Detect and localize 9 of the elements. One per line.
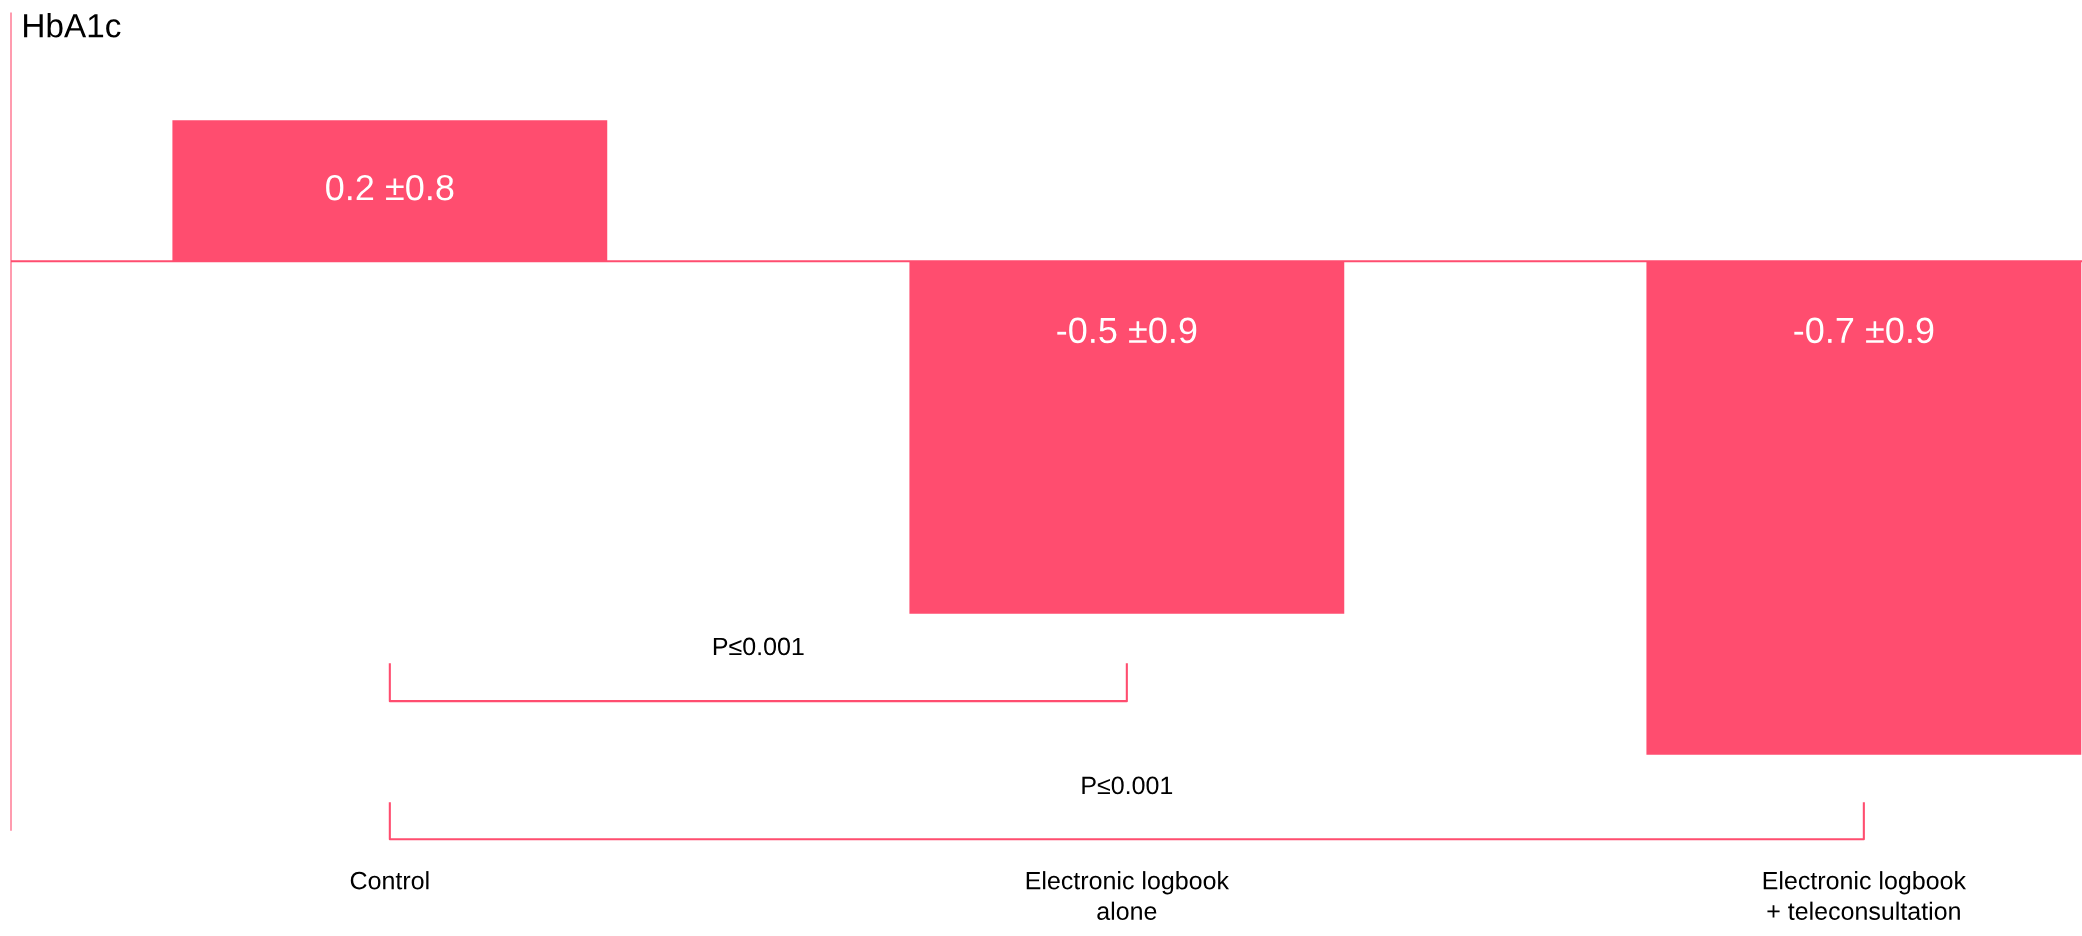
data-label: -0.7 ±0.9 [1794,317,1934,344]
text: P≤0.001 [1082,776,1173,795]
x-tick-label: Electronic logbook alone [1026,871,1230,920]
annotation: P≤0.001 [713,637,804,656]
y-axis-title: HbA1c [24,13,121,38]
x-tick-label: Control [350,871,429,890]
x-tick-label: Electronic logbook + teleconsultation [1763,871,1967,920]
data-label: 0.2 ±0.8 [326,174,454,201]
data-label: -0.5 ±0.9 [1057,317,1197,344]
